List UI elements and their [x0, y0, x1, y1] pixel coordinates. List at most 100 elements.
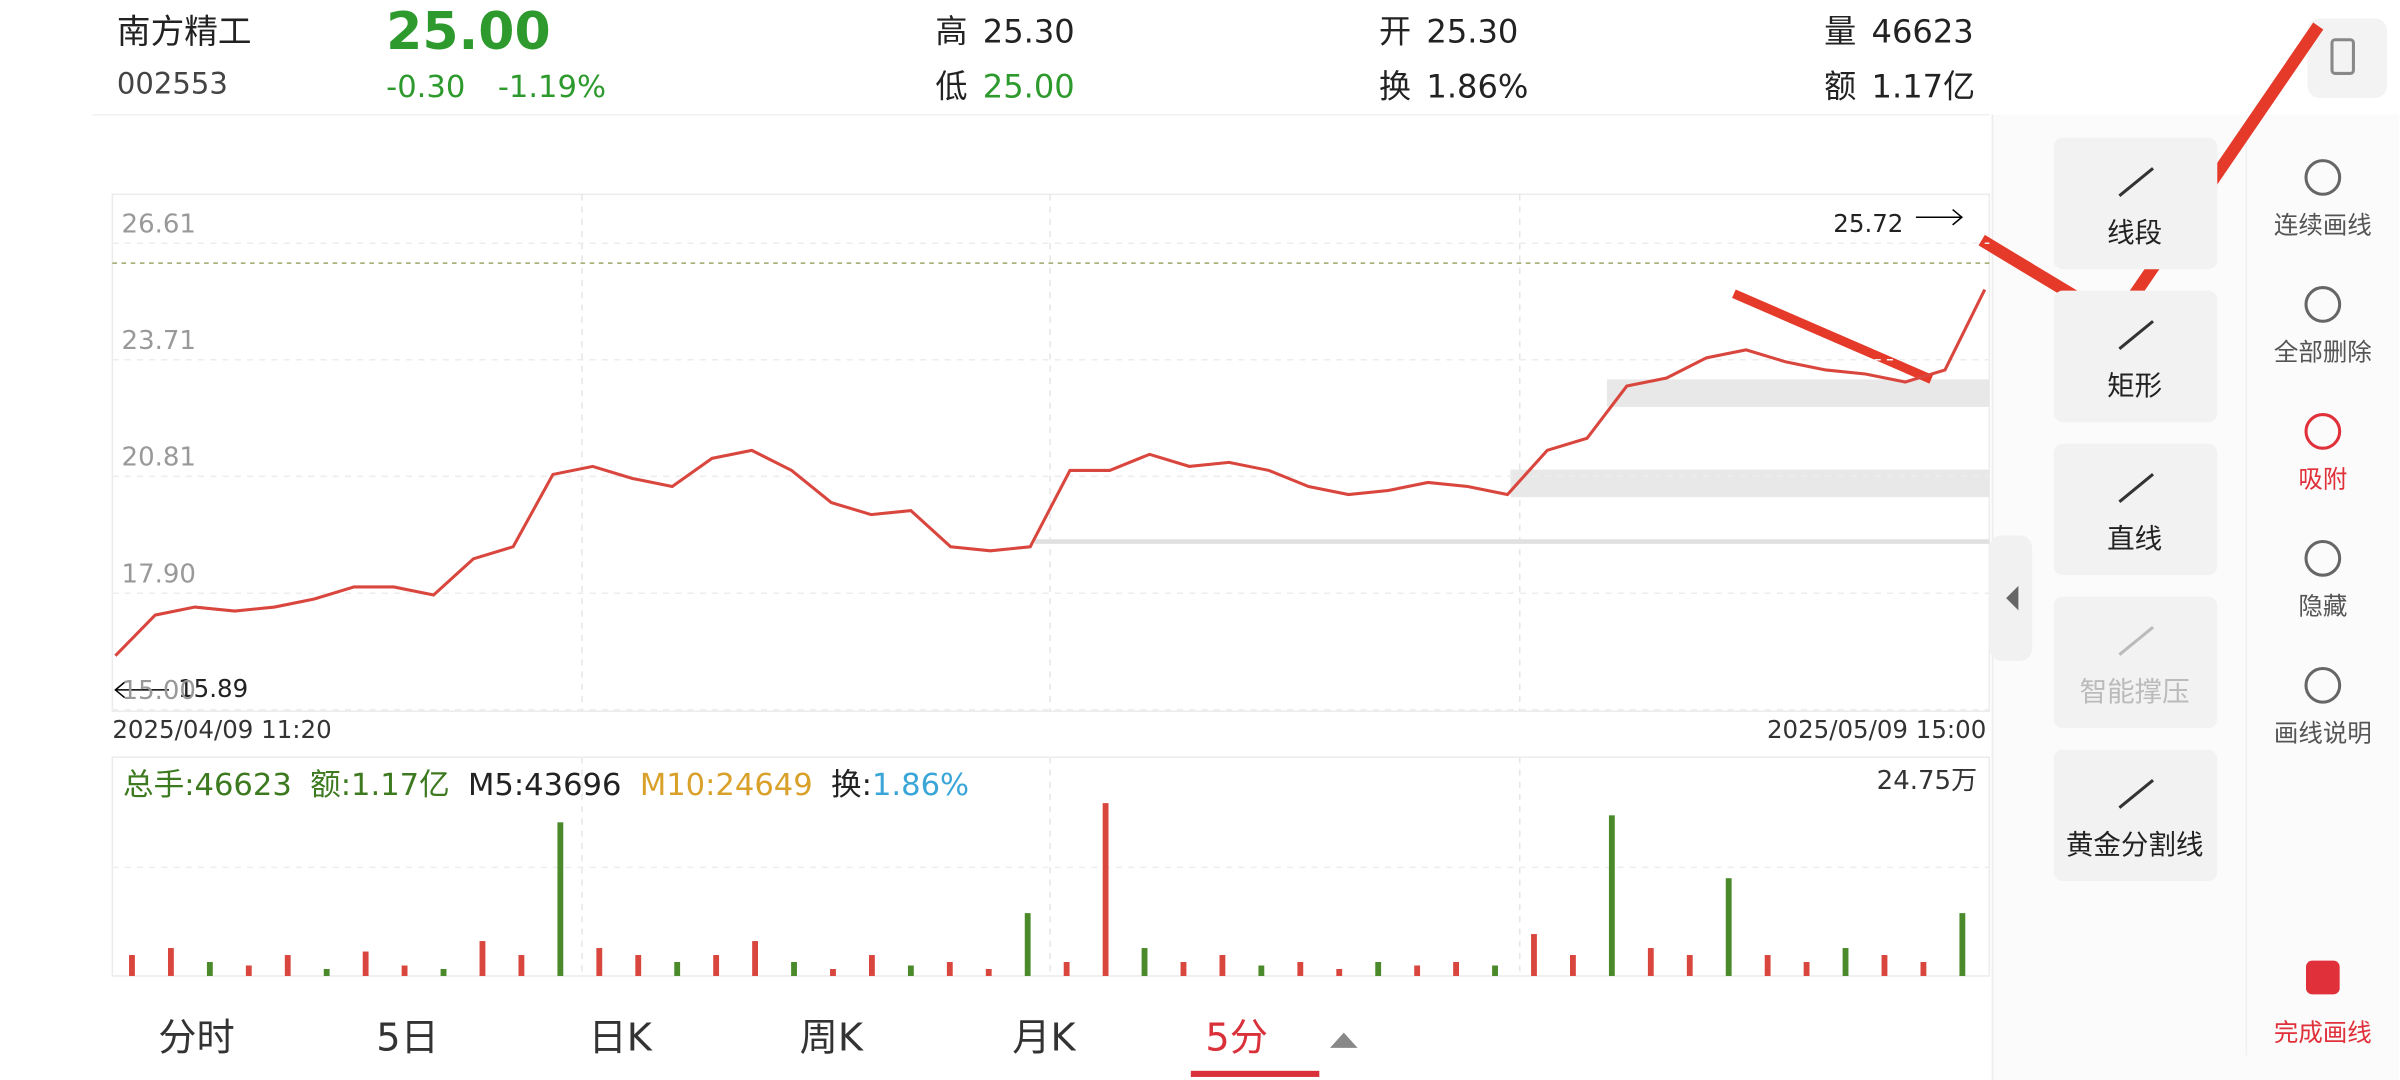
volume-bar [1492, 965, 1498, 976]
drawn-rect [1510, 469, 1990, 498]
stat-label: 高 [935, 13, 967, 51]
tool-button[interactable] [2053, 443, 2218, 576]
stat-value: 25.00 [983, 68, 1075, 106]
action-label[interactable]: 隐藏 [2298, 591, 2347, 620]
y-tick-label: 20.81 [122, 442, 196, 472]
action-icon [2304, 413, 2342, 450]
volume-bar [1647, 948, 1654, 976]
active-tab-underline [1190, 1070, 1320, 1077]
volume-bar [1219, 955, 1226, 976]
volume-bar [596, 948, 603, 976]
volume-bar [557, 822, 564, 976]
tab[interactable]: 周K [800, 1017, 864, 1061]
volume-stat: M5:43696 [468, 768, 621, 803]
tool-label: 矩形 [2107, 370, 2162, 402]
annotation-line [1732, 289, 1934, 384]
change: -0.30 [386, 70, 465, 105]
y-tick-label: 15.00 [122, 676, 196, 706]
stat-value: 1.17亿 [1872, 68, 1976, 106]
y-tick-label: 26.61 [122, 209, 196, 239]
device-icon [2330, 38, 2355, 75]
volume-bar [167, 948, 174, 976]
start-date: 2025/04/09 11:20 [112, 715, 331, 744]
volume-bar [440, 968, 447, 976]
device-button[interactable] [2307, 18, 2388, 98]
volume-bar [1959, 913, 1966, 976]
volume-bar [362, 951, 369, 976]
min-label: 15.89 [178, 674, 248, 703]
volume-stat: 额:1.17亿 [310, 768, 450, 803]
volume-bar [674, 962, 681, 976]
drawn-rect [1606, 379, 1990, 407]
volume-bar [1063, 962, 1070, 976]
stat-value: 46623 [1872, 13, 1974, 51]
volume-bar [1297, 962, 1304, 976]
volume-bar [1453, 962, 1460, 976]
volume-bar [1258, 965, 1265, 976]
action-label[interactable]: 完成画线 [2274, 1018, 2372, 1047]
stat-value: 25.30 [983, 13, 1075, 51]
action-label[interactable]: 连续画线 [2274, 210, 2372, 239]
tab[interactable]: 日K [589, 1017, 653, 1061]
volume-bar [635, 955, 642, 976]
tool-label: 智能撑压 [2080, 676, 2190, 708]
volume-stat: 1.86% [872, 768, 969, 803]
tab[interactable]: 分时 [158, 1017, 234, 1061]
tool-button[interactable] [2053, 290, 2218, 423]
action-icon [2304, 159, 2342, 196]
stat-label: 额 [1824, 68, 1856, 106]
volume-bar [1531, 934, 1537, 976]
action-label[interactable]: 画线说明 [2274, 718, 2372, 747]
action-label[interactable]: 全部删除 [2274, 337, 2372, 366]
volume-bar [479, 941, 486, 976]
volume-bar [1920, 962, 1927, 976]
volume-stat: 总手:46623 [123, 768, 292, 803]
tool-label: 直线 [2107, 523, 2162, 555]
tab[interactable]: 5分 [1205, 1017, 1268, 1061]
volume-bar [1414, 965, 1421, 976]
action-label[interactable]: 吸附 [2298, 464, 2347, 493]
action-icon [2306, 960, 2340, 995]
volume-bar [1024, 913, 1031, 976]
volume-bar [985, 968, 992, 976]
volume-bar [791, 962, 797, 976]
tool-icon [2118, 626, 2154, 656]
volume-bar [1842, 948, 1849, 976]
volume-bar [868, 955, 875, 976]
tool-label: 黄金分割线 [2066, 829, 2204, 861]
volume-bar [1686, 955, 1693, 976]
volume-bar [129, 955, 135, 976]
action-icon [2304, 540, 2342, 577]
action-icon [2304, 666, 2342, 704]
volume-bar [284, 955, 291, 976]
volume-bar [401, 965, 408, 976]
tool-icon [2118, 473, 2154, 503]
tool-icon [2118, 778, 2154, 809]
max-arrow-head [1952, 208, 1964, 226]
stock-code: 002553 [117, 67, 228, 101]
tab-more[interactable] [1330, 1032, 1358, 1048]
tab[interactable]: 月K [1012, 1017, 1076, 1061]
stat-label: 换 [1379, 68, 1411, 106]
tool-button[interactable] [2053, 596, 2218, 729]
tool-button[interactable] [2053, 749, 2218, 882]
y-tick-label: 17.90 [122, 559, 196, 589]
volume-bar [1881, 955, 1888, 976]
volume-bar [1180, 962, 1187, 976]
action-icon [2304, 286, 2342, 323]
stat-label: 量 [1824, 13, 1856, 51]
volume-bar [323, 968, 330, 976]
change-pct: -1.19% [498, 70, 606, 105]
tool-button[interactable] [2053, 137, 2218, 270]
volume-bar [713, 955, 720, 976]
v-grid [581, 194, 1521, 976]
volume-bar [1102, 803, 1109, 976]
tool-label: 线段 [2107, 217, 2162, 249]
tab[interactable]: 5日 [376, 1017, 439, 1061]
volume-bar [830, 968, 836, 976]
volume-stat: 换: [831, 768, 872, 803]
stat-value: 25.30 [1426, 13, 1518, 51]
volume-max: 24.75万 [1877, 766, 1977, 796]
